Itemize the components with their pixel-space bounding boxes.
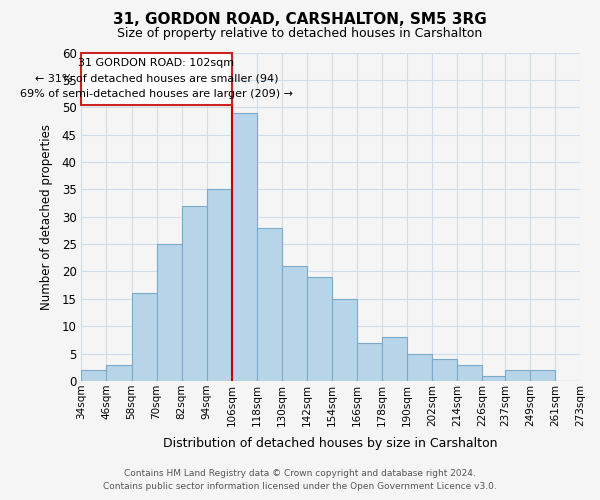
Bar [432, 359, 457, 381]
Bar [407, 354, 432, 381]
Bar [257, 228, 282, 381]
Bar [457, 364, 482, 381]
Text: Size of property relative to detached houses in Carshalton: Size of property relative to detached ho… [118, 28, 482, 40]
Bar [282, 266, 307, 381]
Bar [357, 342, 382, 381]
Bar [82, 370, 106, 381]
Bar [206, 190, 232, 381]
Text: 31, GORDON ROAD, CARSHALTON, SM5 3RG: 31, GORDON ROAD, CARSHALTON, SM5 3RG [113, 12, 487, 28]
Y-axis label: Number of detached properties: Number of detached properties [40, 124, 53, 310]
Bar [182, 206, 206, 381]
Bar [332, 299, 357, 381]
Text: Contains HM Land Registry data © Crown copyright and database right 2024.
Contai: Contains HM Land Registry data © Crown c… [103, 470, 497, 491]
Bar [482, 376, 505, 381]
Text: 31 GORDON ROAD: 102sqm
← 31% of detached houses are smaller (94)
69% of semi-det: 31 GORDON ROAD: 102sqm ← 31% of detached… [20, 58, 293, 99]
Bar [232, 112, 257, 381]
Bar [131, 294, 157, 381]
Bar [505, 370, 530, 381]
Bar [82, 52, 232, 104]
Bar [530, 370, 555, 381]
Bar [382, 337, 407, 381]
Bar [106, 364, 131, 381]
Bar [307, 277, 332, 381]
X-axis label: Distribution of detached houses by size in Carshalton: Distribution of detached houses by size … [163, 437, 498, 450]
Bar [157, 244, 182, 381]
